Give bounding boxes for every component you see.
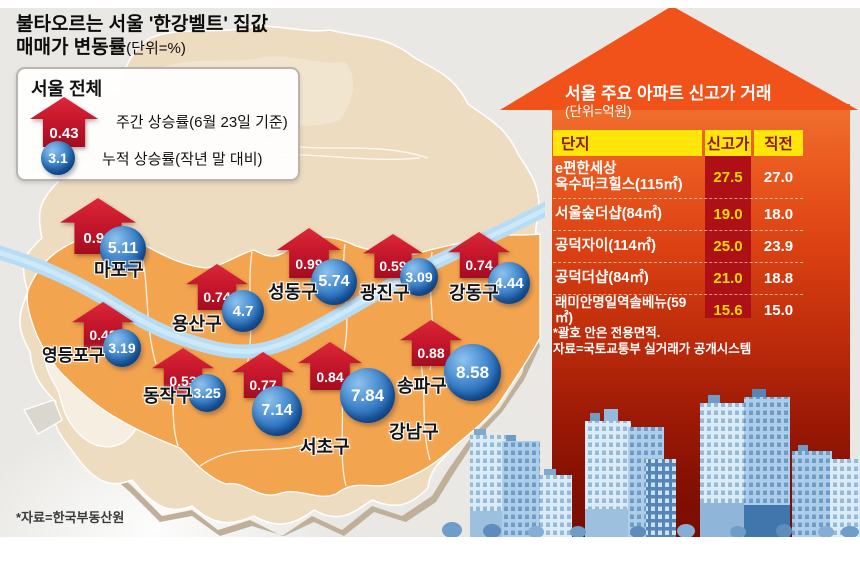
legend-box: 서울 전체 0.43 주간 상승률(6월 23일 기준) 3.1 누적 상승률(… <box>16 67 300 181</box>
previous-value: 18.8 <box>763 270 794 287</box>
previous-value: 18.0 <box>763 206 794 223</box>
district-label: 강동구 <box>449 283 499 303</box>
previous-value: 23.9 <box>763 238 794 255</box>
table-row: 공덕더샵(84㎡) 21.0 18.8 <box>553 263 803 295</box>
weekly-house-icon: 0.88 <box>400 320 462 366</box>
table-row: 래미안명일역솔베뉴(59㎡) 15.6 15.0 <box>553 295 803 326</box>
district-label: 강남구 <box>389 422 439 442</box>
cumulative-sphere-icon: 4.44 <box>488 262 530 304</box>
top-margin <box>0 0 860 8</box>
legend-weekly-value: 0.43 <box>49 124 79 142</box>
district-label: 송파구 <box>397 376 447 396</box>
previous-value: 15.0 <box>763 301 794 319</box>
headline-unit: (단위=%) <box>126 40 186 58</box>
table-row: e편한세상 옥수파크힐스(115㎡) 27.5 27.0 <box>553 156 803 199</box>
new-high-value: 25.0 <box>713 238 743 255</box>
cumulative-sphere-icon: 8.58 <box>444 344 501 401</box>
headline-line1: 불타오르는 서울 '한강벨트' 집값 <box>16 14 269 35</box>
headline: 불타오르는 서울 '한강벨트' 집값 매매가 변동률(단위=%) <box>16 13 268 59</box>
cumulative-sphere-icon: 7.14 <box>252 386 302 436</box>
panel-footnote-1: *괄호 안은 전용면적. <box>553 326 661 340</box>
han-river-highlight <box>0 206 545 355</box>
panel-footnote-2: 자료=국토교통부 실거래가 공개시스템 <box>553 342 752 356</box>
table-row: 공덕자이(114㎡) 25.0 23.9 <box>553 231 803 263</box>
district-label: 마포구 <box>94 260 144 280</box>
cumulative-sphere-icon: 5.74 <box>311 259 357 305</box>
complex-name: e편한세상 <box>555 160 617 177</box>
district-label: 광진구 <box>360 283 410 303</box>
weekly-value: 0.74 <box>465 257 493 274</box>
building-icon <box>470 389 860 537</box>
cumulative-sphere-icon: 5.11 <box>100 226 146 272</box>
cumulative-sphere-icon: 3.1 <box>41 141 75 175</box>
cumulative-sphere-icon: 7.84 <box>340 368 395 423</box>
district-label: 동작구 <box>143 386 193 406</box>
table-header-row: 단지 신고가 직전 <box>553 130 803 156</box>
cumulative-sphere-icon: 3.09 <box>400 258 438 296</box>
weekly-house-icon: 0.84 <box>298 342 362 390</box>
panel-house-roof <box>500 6 858 110</box>
park-shape <box>23 399 63 435</box>
tree-icons <box>442 522 859 537</box>
district-label: 서초구 <box>300 437 350 457</box>
new-high-value: 21.0 <box>713 270 743 287</box>
district-label: 영등포구 <box>42 346 105 365</box>
weekly-house-icon: 0.43 <box>30 97 98 147</box>
district-label: 용산구 <box>172 314 222 334</box>
map-source-note: *자료=한국부동산원 <box>16 510 125 525</box>
complex-name: 공덕더샵(84㎡) <box>555 270 649 287</box>
complex-name: 래미안명일역솔베뉴(59㎡) <box>555 295 687 326</box>
col-header-previous: 직전 <box>754 130 803 156</box>
complex-name-line2: 옥수파크힐스(115㎡) <box>555 177 683 193</box>
legend-heading: 서울 전체 <box>31 79 103 99</box>
cumulative-sphere-icon: 4.7 <box>222 290 264 332</box>
new-high-value: 19.0 <box>713 206 743 223</box>
legend-cumulative-label: 누적 상승률(작년 말 대비) <box>102 151 263 168</box>
complex-name: 공덕자이(114㎡) <box>555 238 656 255</box>
table-row: 서울숲더샵(84㎡) 19.0 18.0 <box>553 199 803 231</box>
col-header-complex: 단지 <box>553 130 702 156</box>
cumulative-sphere-icon: 3.25 <box>188 374 226 412</box>
weekly-value: 0.59 <box>379 257 407 274</box>
bottom-margin <box>0 537 860 562</box>
district-label: 성동구 <box>268 282 318 302</box>
col-header-new-high: 신고가 <box>705 130 751 156</box>
complex-name: 서울숲더샵(84㎡) <box>555 206 662 223</box>
deal-table: 단지 신고가 직전 e편한세상 옥수파크힐스(115㎡) 27.5 27.0 서울… <box>553 130 803 326</box>
new-high-value: 27.5 <box>713 168 743 186</box>
weekly-value: 0.84 <box>316 368 344 385</box>
previous-value: 27.0 <box>763 168 794 186</box>
headline-line2: 매매가 변동률 <box>16 37 127 59</box>
weekly-value: 0.88 <box>417 345 445 362</box>
new-high-value: 15.6 <box>713 301 743 319</box>
city-skyline-illustration <box>442 389 860 537</box>
new-high-column-band <box>705 156 751 318</box>
cumulative-sphere-icon: 3.19 <box>103 329 141 367</box>
legend-weekly-label: 주간 상승률(6월 23일 기준) <box>116 114 288 131</box>
panel-unit: (단위=억원) <box>565 104 632 119</box>
panel-title: 서울 주요 아파트 신고가 거래 <box>565 84 772 103</box>
